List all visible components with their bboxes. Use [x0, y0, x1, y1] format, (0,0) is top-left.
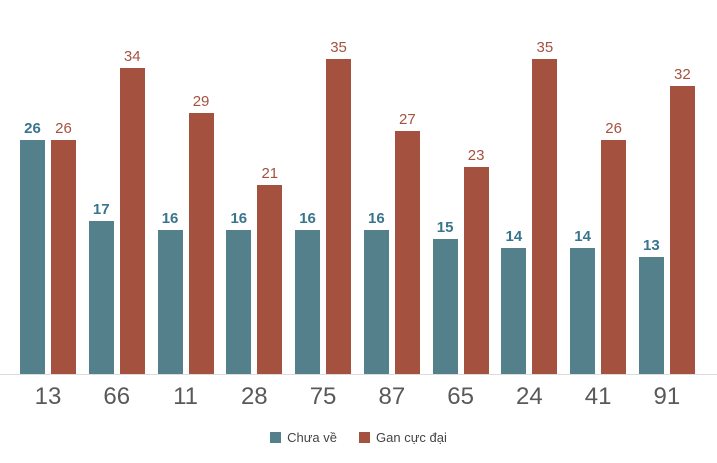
bar-group: 15 23 [432, 148, 489, 374]
legend: Chưa về Gan cực đại [0, 430, 717, 445]
bar [20, 140, 45, 374]
x-axis-tick-label: 13 [34, 383, 62, 410]
bar [532, 59, 558, 374]
bar-column-series-2: 32 [669, 67, 695, 374]
data-label: 26 [24, 120, 41, 137]
bar-column-series-2: 35 [326, 40, 352, 374]
data-label: 16 [230, 210, 248, 227]
x-axis-tick-label: 24 [516, 383, 543, 410]
bar-column-series-1: 16 [226, 211, 252, 374]
bar-column-series-1: 16 [295, 211, 321, 374]
bar-column-series-1: 14 [501, 229, 527, 374]
bar [501, 248, 527, 374]
bar-column-series-1: 16 [157, 211, 183, 374]
bar [119, 68, 145, 374]
data-label: 35 [330, 39, 347, 56]
bar [432, 239, 458, 374]
bar [601, 140, 627, 374]
bar-column-series-1: 13 [638, 238, 664, 374]
bar-column-series-2: 29 [188, 94, 214, 374]
data-label: 26 [605, 120, 622, 137]
bar-column-series-1: 14 [570, 229, 596, 374]
bar [638, 257, 664, 374]
data-label: 16 [367, 210, 385, 227]
x-axis-tick-label: 91 [653, 383, 681, 410]
data-label: 29 [192, 93, 210, 110]
x-axis-tick-label: 66 [103, 383, 131, 410]
data-label: 14 [505, 228, 523, 245]
data-label: 21 [261, 165, 279, 182]
data-label: 26 [55, 120, 72, 137]
bar [363, 230, 389, 374]
bar-column-series-1: 26 [20, 121, 45, 374]
legend-item-series-1: Chưa về [270, 430, 337, 445]
bar-column-series-1: 15 [432, 220, 458, 374]
bar [295, 230, 321, 374]
bar [669, 86, 695, 374]
bar-group: 16 35 [295, 40, 352, 374]
bar [394, 131, 420, 374]
data-label: 16 [299, 210, 316, 227]
x-axis-tick-label: 28 [240, 383, 268, 410]
bar-column-series-2: 34 [119, 49, 145, 374]
legend-label-gan-cuc-dai: Gan cực đại [376, 430, 447, 445]
data-label: 15 [436, 219, 454, 236]
plot-area: 26 26 17 34 16 29 16 21 16 35 16 27 15 23 14 35 14 26 13 32 [0, 40, 717, 375]
bar [570, 248, 596, 374]
bar [463, 167, 489, 374]
bar-column-series-2: 26 [51, 121, 76, 374]
legend-label-chua-ve: Chưa về [287, 430, 338, 445]
bar-column-series-2: 26 [601, 121, 627, 374]
x-axis-tick-label: 11 [173, 383, 198, 410]
bar-group: 14 35 [501, 40, 558, 374]
bar [51, 140, 76, 374]
bar-group: 14 26 [570, 121, 627, 374]
x-axis-tick-label: 87 [378, 383, 406, 410]
data-label: 16 [161, 210, 179, 227]
bar-group: 26 26 [20, 121, 76, 374]
bar-group: 16 27 [363, 112, 420, 374]
bar-column-series-2: 35 [532, 40, 558, 374]
bar-group: 16 29 [157, 94, 214, 374]
legend-swatch-gan-cuc-dai [359, 432, 371, 443]
data-label: 27 [398, 111, 416, 128]
data-label: 13 [643, 237, 660, 254]
bar [226, 230, 252, 374]
bar-column-series-2: 21 [257, 166, 283, 374]
bar-column-series-2: 23 [463, 148, 489, 374]
bar-column-series-2: 27 [394, 112, 420, 374]
data-label: 32 [674, 66, 691, 83]
bar-group: 17 34 [88, 49, 145, 374]
bar [88, 221, 114, 374]
data-label: 35 [536, 39, 554, 56]
x-axis: 13 66 11 28 75 87 65 24 41 91 [0, 376, 717, 411]
legend-swatch-chua-ve [270, 432, 282, 443]
data-label: 17 [92, 201, 110, 218]
x-axis-tick-label: 65 [447, 383, 474, 410]
bar [257, 185, 283, 374]
bar [326, 59, 352, 374]
bar-column-series-1: 17 [88, 202, 114, 374]
bar-group: 16 21 [226, 166, 283, 374]
legend-item-series-2: Gan cực đại [359, 430, 447, 445]
data-label: 14 [574, 228, 591, 245]
data-label: 23 [467, 147, 485, 164]
data-label: 34 [123, 48, 141, 65]
bar-group: 13 32 [638, 67, 695, 374]
x-axis-tick-label: 75 [309, 383, 337, 410]
bar-column-series-1: 16 [363, 211, 389, 374]
bar [188, 113, 214, 374]
bar [157, 230, 183, 374]
x-axis-tick-label: 41 [584, 383, 612, 410]
